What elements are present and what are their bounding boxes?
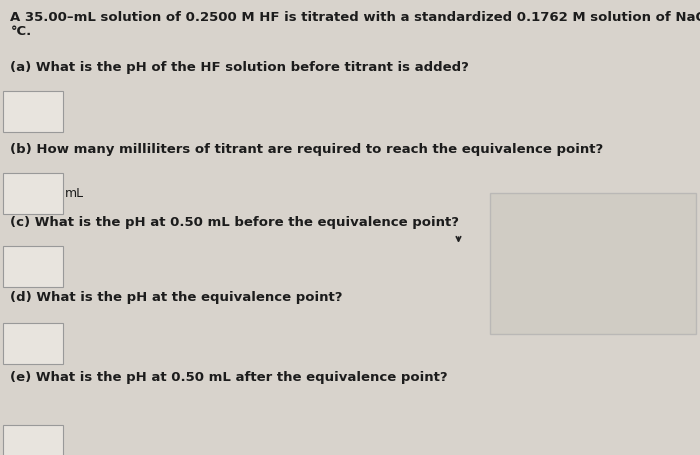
Text: (e) What is the pH at 0.50 mL after the equivalence point?: (e) What is the pH at 0.50 mL after the …: [10, 371, 448, 384]
Text: (a) What is the pH of the HF solution before titrant is added?: (a) What is the pH of the HF solution be…: [10, 61, 470, 75]
FancyBboxPatch shape: [4, 323, 63, 364]
Text: A 35.00–mL solution of 0.2500 M HF is titrated with a standardized 0.1762 M solu: A 35.00–mL solution of 0.2500 M HF is ti…: [10, 11, 700, 25]
Text: mL: mL: [64, 187, 83, 200]
Text: (c) What is the pH at 0.50 mL before the equivalence point?: (c) What is the pH at 0.50 mL before the…: [10, 216, 459, 229]
FancyBboxPatch shape: [4, 91, 63, 132]
Text: °C.: °C.: [10, 25, 32, 38]
FancyBboxPatch shape: [490, 193, 696, 334]
Text: (b) How many milliliters of titrant are required to reach the equivalence point?: (b) How many milliliters of titrant are …: [10, 143, 603, 157]
FancyBboxPatch shape: [4, 425, 63, 455]
Text: (d) What is the pH at the equivalence point?: (d) What is the pH at the equivalence po…: [10, 291, 343, 304]
FancyBboxPatch shape: [4, 173, 63, 214]
FancyBboxPatch shape: [4, 246, 63, 287]
